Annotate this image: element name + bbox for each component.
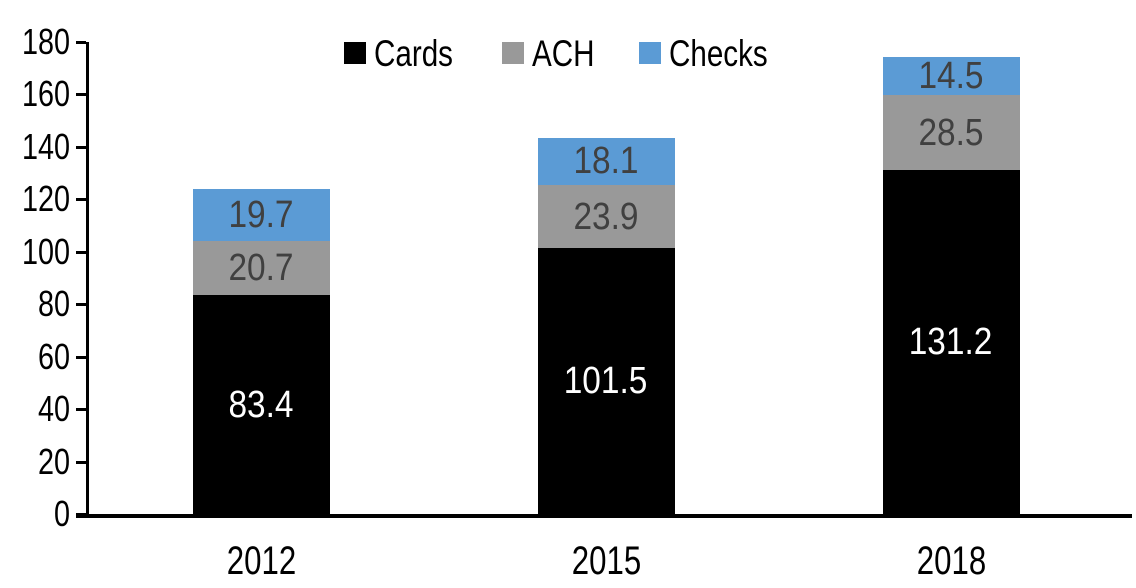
cards-swatch-icon bbox=[343, 42, 366, 64]
y-axis-tick-label: 180 bbox=[21, 21, 70, 62]
bar-segment-value-label: 28.5 bbox=[918, 111, 984, 154]
y-axis-tick bbox=[76, 145, 86, 149]
bar-segment-value-label: 83.4 bbox=[228, 383, 294, 426]
y-axis-tick-label: 140 bbox=[21, 125, 70, 167]
bar-segment-ach-2012: 20.7 bbox=[192, 241, 330, 296]
y-axis-tick bbox=[76, 513, 86, 516]
y-axis-tick bbox=[76, 250, 86, 254]
checks-swatch-icon bbox=[638, 42, 661, 64]
y-axis-tick bbox=[76, 408, 86, 412]
legend-label-ach: ACH bbox=[531, 32, 595, 74]
bar-segment-value-label: 18.1 bbox=[573, 140, 639, 183]
bar-segment-value-label: 101.5 bbox=[564, 359, 648, 402]
bar-segment-ach-2015: 23.9 bbox=[537, 185, 675, 248]
bar-segment-value-label: 131.2 bbox=[909, 320, 993, 363]
y-axis-tick-label: 100 bbox=[21, 230, 70, 272]
y-axis-tick-label: 0 bbox=[53, 493, 70, 534]
y-axis-line bbox=[86, 42, 89, 516]
bar-segment-ach-2018: 28.5 bbox=[882, 95, 1020, 170]
bar-segment-cards-2015: 101.5 bbox=[537, 247, 675, 514]
legend-label-checks: Checks bbox=[668, 32, 768, 74]
y-axis-tick bbox=[76, 198, 86, 202]
y-axis-tick-label: 80 bbox=[37, 283, 70, 325]
bar-segment-value-label: 14.5 bbox=[918, 55, 984, 98]
chart-legend: Cards ACH Checks bbox=[0, 32, 1136, 74]
x-axis-category-label: 2015 bbox=[571, 539, 641, 583]
y-axis-tick bbox=[76, 355, 86, 359]
bar-segment-value-label: 20.7 bbox=[228, 247, 294, 290]
bar-segment-checks-2018: 14.5 bbox=[882, 55, 1020, 98]
bar-segment-checks-2012: 19.7 bbox=[192, 189, 330, 242]
bar-segment-value-label: 23.9 bbox=[573, 195, 639, 238]
y-axis-tick bbox=[76, 93, 86, 97]
x-axis-line bbox=[76, 514, 1132, 518]
x-axis-category-label: 2012 bbox=[226, 539, 296, 583]
y-axis-tick bbox=[76, 303, 86, 307]
legend-item-ach: ACH bbox=[501, 32, 610, 74]
y-axis-tick-label: 160 bbox=[21, 73, 70, 115]
y-axis-tick-label: 60 bbox=[37, 335, 70, 377]
y-axis-tick-label: 20 bbox=[37, 440, 70, 482]
y-axis-tick bbox=[76, 41, 86, 44]
x-axis-category-label: 2018 bbox=[916, 539, 986, 583]
bar-segment-checks-2015: 18.1 bbox=[537, 137, 675, 186]
y-axis-tick-label: 120 bbox=[21, 178, 70, 220]
ach-swatch-icon bbox=[501, 42, 524, 64]
y-axis-tick-label: 40 bbox=[37, 388, 70, 430]
y-axis-tick bbox=[76, 460, 86, 464]
legend-item-cards: Cards bbox=[343, 32, 473, 74]
bar-segment-value-label: 19.7 bbox=[228, 194, 294, 237]
legend-item-checks: Checks bbox=[638, 32, 792, 74]
bar-segment-cards-2012: 83.4 bbox=[192, 295, 330, 514]
bar-segment-cards-2018: 131.2 bbox=[882, 169, 1020, 514]
legend-label-cards: Cards bbox=[373, 32, 453, 74]
